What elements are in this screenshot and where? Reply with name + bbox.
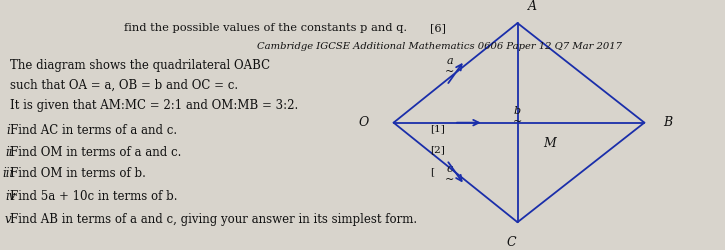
Text: It is given that AM:MC = 2:1 and OM:MB = 3:2.: It is given that AM:MC = 2:1 and OM:MB =… xyxy=(10,100,298,112)
Text: Find AC in terms of a and c.: Find AC in terms of a and c. xyxy=(10,124,177,137)
Text: i: i xyxy=(7,124,10,137)
Text: The diagram shows the quadrilateral OABC: The diagram shows the quadrilateral OABC xyxy=(10,58,270,71)
Text: O: O xyxy=(359,116,369,129)
Text: [6]: [6] xyxy=(430,23,446,33)
Text: iii: iii xyxy=(3,167,14,180)
Text: M: M xyxy=(544,137,556,150)
Text: Find 5a + 10c in terms of b.: Find 5a + 10c in terms of b. xyxy=(10,190,178,203)
Text: a
~: a ~ xyxy=(445,56,455,78)
Text: C: C xyxy=(507,236,516,250)
Text: A: A xyxy=(528,0,536,13)
Text: [: [ xyxy=(431,167,434,176)
Text: such that OA = a, OB = b and OC = c.: such that OA = a, OB = b and OC = c. xyxy=(10,79,238,92)
Text: [2]: [2] xyxy=(431,146,445,154)
Text: find the possible values of the constants p and q.: find the possible values of the constant… xyxy=(124,23,407,33)
Text: b
~: b ~ xyxy=(513,106,522,127)
Text: Find OM in terms of b.: Find OM in terms of b. xyxy=(10,167,146,180)
Text: c
~: c ~ xyxy=(445,164,455,185)
Text: Find AB in terms of a and c, giving your answer in its simplest form.: Find AB in terms of a and c, giving your… xyxy=(10,213,417,226)
Text: ii: ii xyxy=(5,146,12,158)
Text: Find OM in terms of a and c.: Find OM in terms of a and c. xyxy=(10,146,181,158)
Text: Cambridge IGCSE Additional Mathematics 0606 Paper 12 Q7 Mar 2017: Cambridge IGCSE Additional Mathematics 0… xyxy=(257,42,622,51)
Text: iv: iv xyxy=(5,190,15,203)
Text: B: B xyxy=(663,116,673,129)
Text: [1]: [1] xyxy=(431,124,445,133)
Text: v: v xyxy=(5,213,12,226)
